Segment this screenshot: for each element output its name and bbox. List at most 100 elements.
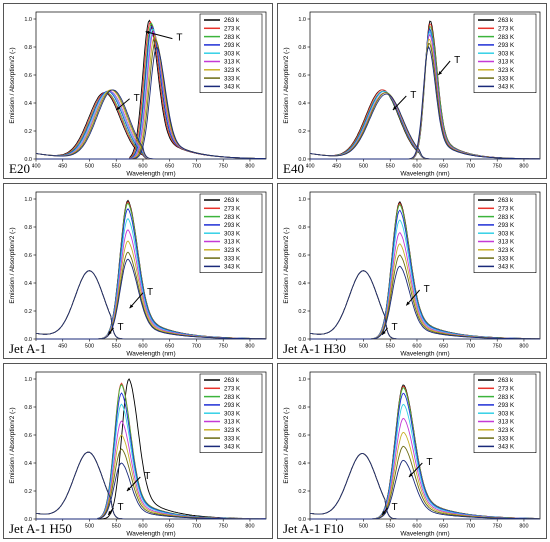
absorption-curve — [35, 89, 266, 160]
temperature-arrow — [145, 31, 173, 40]
legend-entry: 333 K — [224, 75, 241, 82]
x-tick-label: 500 — [85, 524, 94, 530]
panel-1: 400 450 500 550 600 650 700 750 800 0.0 0.2 0.4 0.6 0… — [277, 3, 547, 179]
legend-entry: 293 K — [498, 402, 515, 409]
absorption-curve — [35, 451, 266, 520]
y-tick-label: 0.2 — [298, 489, 306, 495]
x-tick-label: 500 — [85, 164, 94, 170]
legend-entry: 303 K — [224, 50, 241, 57]
x-tick-label: 800 — [519, 524, 528, 530]
absorption-curve — [309, 92, 540, 160]
x-tick-label: 700 — [466, 164, 475, 170]
absorption-curve — [309, 92, 540, 160]
x-tick-label: 450 — [58, 164, 67, 170]
emission-curve — [36, 258, 266, 340]
chart-svg-2: 4004505005506006507007508000.00.20.40.60… — [9, 191, 267, 358]
x-tick-label: 750 — [493, 344, 502, 350]
y-tick-label: 0.0 — [24, 337, 32, 343]
panel-0: 400 450 500 550 600 650 700 750 800 0.0 0.2 0.4 0.6 0… — [3, 3, 273, 179]
panel-4: 4004505005506006507007508000.00.20.40.60… — [3, 363, 273, 539]
y-axis-title: Emission / Absorption/2 (-) — [9, 407, 16, 483]
x-tick-label: 750 — [493, 524, 502, 530]
x-tick-label: 550 — [112, 164, 121, 170]
chart-svg-3: 4004505005506006507007508000.00.20.40.60… — [283, 191, 541, 358]
legend-entry: 313 K — [498, 419, 515, 426]
legend-entry: 263 k — [498, 197, 514, 204]
x-tick-label: 750 — [219, 164, 228, 170]
absorption-curve — [35, 451, 266, 520]
legend-entry: 303 K — [498, 410, 515, 417]
panel-label: Jet A-1 — [7, 341, 49, 357]
absorption-curve — [35, 451, 266, 520]
emission-curve — [36, 46, 266, 160]
emission-curve — [310, 45, 541, 160]
y-tick-label: 1.0 — [298, 377, 306, 383]
legend-entry: 263 k — [224, 377, 240, 384]
y-tick-label: 0.0 — [298, 337, 306, 343]
legend-entry: 303 K — [224, 410, 241, 417]
x-tick-label: 650 — [439, 344, 448, 350]
absorption-curve — [309, 90, 540, 160]
legend-entry: 323 K — [224, 247, 241, 254]
absorption-curve — [35, 90, 266, 160]
panel-3: 4004505005506006507007508000.00.20.40.60… — [277, 183, 547, 359]
legend-entry: 323 K — [498, 427, 515, 434]
y-tick-label: 0.8 — [298, 45, 306, 51]
y-tick-label: 0.6 — [24, 253, 32, 259]
arrow-head — [382, 330, 386, 335]
legend-entry: 343 K — [498, 84, 515, 91]
x-tick-label: 500 — [359, 524, 368, 530]
x-tick-label: 800 — [245, 524, 254, 530]
x-tick-label: 600 — [412, 524, 421, 530]
arrow-label: T — [144, 471, 150, 482]
legend-entry: 293 K — [498, 222, 515, 229]
arrow-head — [145, 30, 150, 35]
arrow-label: T — [118, 502, 124, 513]
arrow-head — [382, 510, 386, 515]
x-tick-label: 450 — [58, 344, 67, 350]
absorption-curve — [35, 270, 266, 340]
arrow-label: T — [426, 457, 432, 468]
x-tick-label: 650 — [439, 524, 448, 530]
legend-entry: 343 K — [498, 444, 515, 451]
absorption-curve — [35, 451, 266, 520]
absorption-curve — [35, 451, 266, 520]
legend-entry: 283 K — [224, 214, 241, 221]
y-tick-label: 0.4 — [24, 281, 32, 287]
y-tick-label: 0.2 — [24, 489, 32, 495]
absorption-curve — [309, 453, 540, 520]
legend-entry: 283 K — [498, 214, 515, 221]
absorption-curve — [35, 270, 266, 340]
y-tick-label: 1.0 — [24, 377, 32, 383]
absorption-curve — [309, 453, 540, 520]
legend-entry: 333 K — [498, 75, 515, 82]
legend-entry: 293 K — [224, 222, 241, 229]
absorption-curve — [309, 89, 540, 160]
y-tick-label: 0.4 — [298, 281, 306, 287]
emission-curve — [310, 459, 540, 520]
x-tick-label: 550 — [386, 524, 395, 530]
y-tick-label: 0.0 — [298, 517, 306, 523]
legend-entry: 323 K — [224, 427, 241, 434]
y-tick-label: 0.8 — [298, 405, 306, 411]
legend-entry: 313 K — [498, 239, 515, 246]
x-tick-label: 600 — [138, 524, 147, 530]
legend-entry: 323 K — [498, 247, 515, 254]
x-tick-label: 750 — [219, 344, 228, 350]
arrow-head — [108, 330, 112, 335]
y-tick-label: 0.4 — [298, 461, 306, 467]
arrow-head — [438, 71, 443, 75]
legend-entry: 303 K — [498, 230, 515, 237]
absorption-curve — [35, 270, 266, 340]
y-tick-label: 0.6 — [298, 433, 306, 439]
y-tick-label: 0.4 — [24, 461, 32, 467]
legend-entry: 283 K — [498, 34, 515, 41]
absorption-curve — [35, 270, 266, 340]
emission-curve — [310, 265, 540, 340]
absorption-curve — [309, 90, 540, 160]
legend-entry: 303 K — [224, 230, 241, 237]
absorption-curve — [309, 453, 540, 520]
y-axis-title: Emission / Absorption/2 (-) — [9, 47, 16, 123]
absorption-curve — [309, 90, 540, 160]
x-tick-label: 750 — [219, 524, 228, 530]
